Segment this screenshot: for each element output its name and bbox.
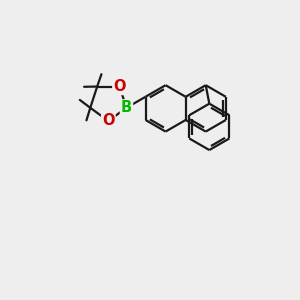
Text: O: O <box>102 113 115 128</box>
Text: B: B <box>121 100 132 115</box>
Text: O: O <box>113 79 126 94</box>
